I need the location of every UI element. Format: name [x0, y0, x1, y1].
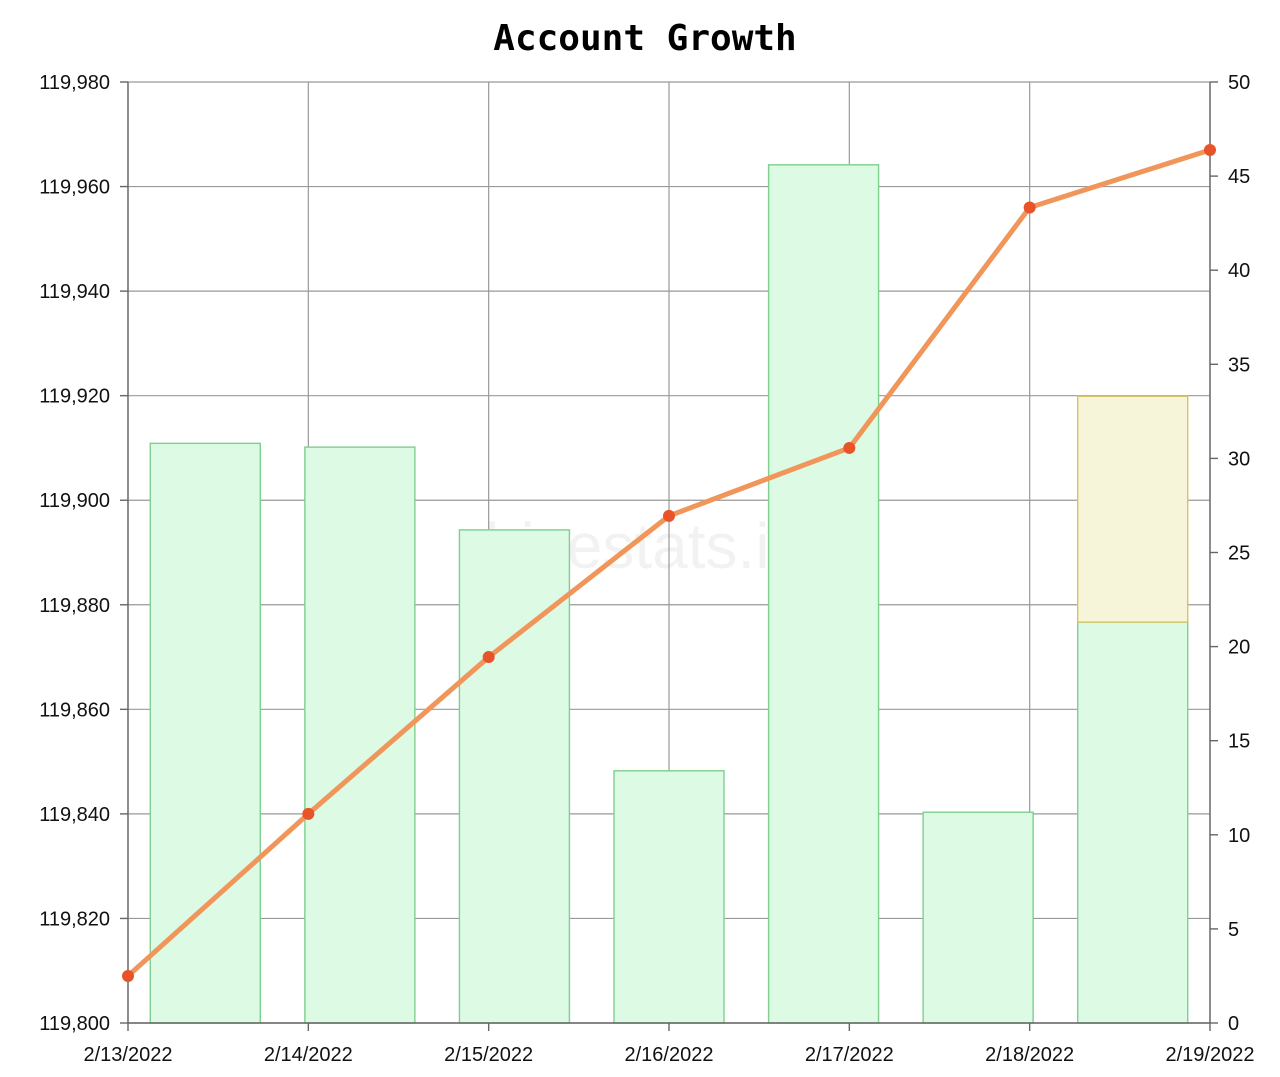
right-axis-tick-label: 45: [1228, 166, 1250, 188]
bar: [767, 164, 880, 1024]
right-axis-tick-label: 10: [1228, 825, 1250, 847]
right-axis-tick-label: 25: [1228, 543, 1250, 565]
left-axis-tick-label: 119,800: [39, 1013, 110, 1035]
bar: [1077, 621, 1189, 1024]
x-axis-tick-label: 2/14/2022: [264, 1044, 353, 1066]
line-point: [1023, 201, 1036, 214]
x-axis-tick-label: 2/17/2022: [805, 1044, 894, 1066]
x-axis-tick-label: 2/13/2022: [84, 1044, 173, 1066]
left-axis-tick-label: 119,860: [39, 699, 110, 721]
line-point: [663, 509, 675, 522]
right-axis-tick-label: 35: [1228, 354, 1250, 376]
left-axis-tick-label: 119,980: [39, 72, 110, 94]
left-axis-tick-label: 119,960: [39, 177, 110, 199]
left-axis-tick-label: 119,880: [39, 595, 110, 617]
line-point: [482, 651, 495, 664]
left-axis-tick-label: 119,940: [39, 281, 110, 303]
chart-title: Account Growth: [493, 18, 796, 59]
right-axis-tick-label: 30: [1228, 448, 1250, 470]
bar: [922, 811, 1034, 1024]
left-axis-tick-label: 119,820: [39, 908, 110, 930]
x-axis-tick-label: 2/19/2022: [1166, 1044, 1255, 1066]
bars: [149, 164, 1189, 1024]
line-point: [302, 807, 315, 820]
line-point: [843, 441, 856, 454]
line-point: [1204, 143, 1216, 156]
line-point: [122, 969, 134, 982]
bar: [149, 442, 261, 1024]
line-series: [122, 143, 1216, 982]
right-axis-tick-label: 20: [1228, 637, 1250, 659]
x-axis-tick-label: 2/18/2022: [985, 1044, 1074, 1066]
bar: [613, 770, 725, 1024]
left-axis-tick-label: 119,900: [39, 490, 110, 512]
left-axis-tick-label: 119,840: [39, 804, 110, 826]
right-axis-tick-label: 50: [1228, 72, 1250, 94]
right-axis-tick-label: 40: [1228, 260, 1250, 282]
stacked-bar: [1077, 395, 1189, 623]
right-axis-tick-label: 5: [1228, 919, 1239, 941]
bar: [458, 529, 571, 1024]
right-axis-tick-label: 15: [1228, 731, 1250, 753]
x-axis-tick-label: 2/15/2022: [444, 1044, 533, 1066]
axes: 119,800 119,820 119,840 119,860 119,880 119,9…: [39, 72, 1254, 1066]
right-axis-tick-label: 0: [1228, 1013, 1239, 1035]
left-axis-tick-label: 119,920: [39, 386, 110, 408]
x-axis-tick-label: 2/16/2022: [625, 1044, 714, 1066]
